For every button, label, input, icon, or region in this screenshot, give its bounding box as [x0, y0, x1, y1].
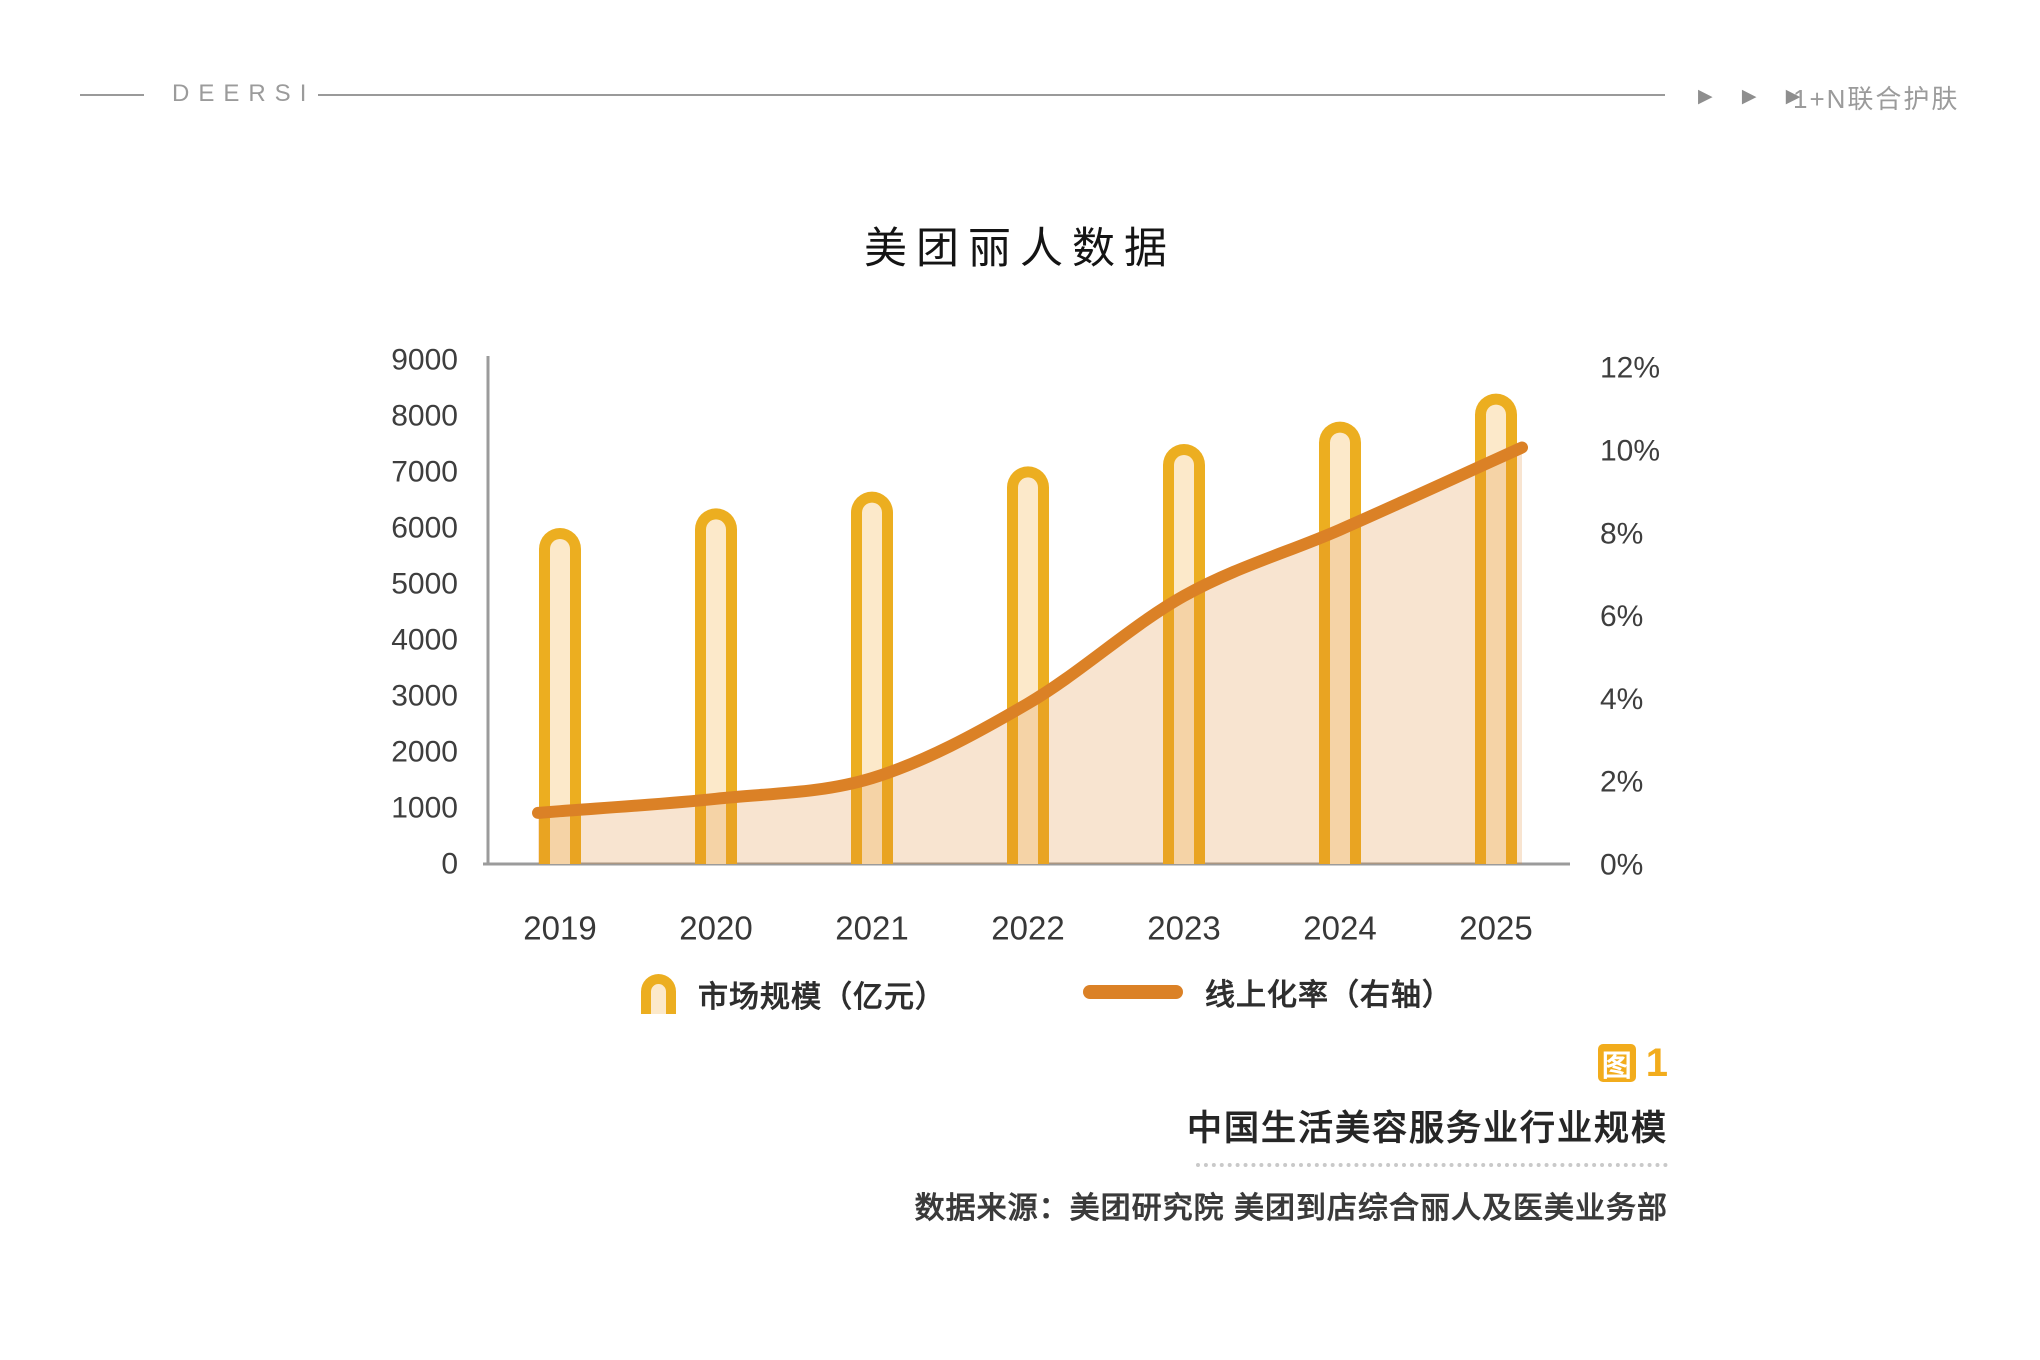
header-rule-left	[80, 94, 144, 96]
bar-inner-2022	[1018, 477, 1038, 864]
caption-block: 图 1 中国生活美容服务业行业规模 数据来源：美团研究院 美团到店综合丽人及医美…	[768, 1040, 1668, 1227]
trend-area	[538, 447, 1522, 864]
right-tick-4%: 4%	[1600, 683, 1643, 716]
right-tick-2%: 2%	[1600, 766, 1643, 799]
brand-logo: DEERSI	[172, 80, 316, 107]
caption-source: 数据来源：美团研究院 美团到店综合丽人及医美业务部	[914, 1192, 1668, 1225]
figure-tag-row: 图 1	[768, 1040, 1668, 1085]
left-tick-2000: 2000	[391, 736, 458, 769]
left-tick-1000: 1000	[391, 792, 458, 825]
right-tick-6%: 6%	[1600, 600, 1643, 633]
x-label-2025: 2025	[1459, 910, 1532, 947]
trend-line	[532, 441, 1528, 819]
left-tick-9000: 9000	[391, 344, 458, 377]
left-tick-5000: 5000	[391, 568, 458, 601]
header-rule-long	[318, 94, 1665, 96]
left-tick-6000: 6000	[391, 512, 458, 545]
bar-inner-2023	[1174, 455, 1194, 864]
right-tick-12%: 12%	[1600, 352, 1660, 385]
left-tick-3000: 3000	[391, 680, 458, 713]
line-swatch-icon	[1083, 985, 1183, 999]
left-tick-8000: 8000	[391, 400, 458, 433]
caption-divider	[1196, 1163, 1668, 1167]
left-tick-7000: 7000	[391, 456, 458, 489]
bar-inner-2024	[1330, 432, 1350, 864]
x-label-2024: 2024	[1303, 910, 1376, 947]
bar-inner-2019	[550, 539, 570, 864]
x-label-2022: 2022	[991, 910, 1064, 947]
triple-arrow-icon: ▶ ▶ ▶	[1698, 86, 1813, 107]
bar-inner-2020	[706, 519, 726, 864]
bar-inner-2025	[1486, 404, 1506, 864]
x-label-2021: 2021	[835, 910, 908, 947]
bar-swatch-icon	[641, 974, 676, 1014]
chart-title: 美团丽人数据	[864, 225, 1176, 273]
right-tick-0%: 0%	[1600, 849, 1643, 882]
x-label-2023: 2023	[1147, 910, 1220, 947]
x-label-2019: 2019	[523, 910, 596, 947]
left-tick-4000: 4000	[391, 624, 458, 657]
legend-label-market-size: 市场规模（亿元）	[698, 981, 946, 1014]
header-section-label: 1+N联合护肤	[1793, 84, 1960, 114]
left-tick-0: 0	[441, 848, 458, 881]
caption-title: 中国生活美容服务业行业规模	[1186, 1109, 1668, 1148]
figure-number: 1	[1645, 1040, 1668, 1085]
x-label-2020: 2020	[679, 910, 752, 947]
legend-label-online-rate: 线上化率（右轴）	[1205, 979, 1453, 1012]
legend-item-online-rate: 线上化率（右轴）	[1083, 972, 1453, 1012]
right-tick-10%: 10%	[1600, 435, 1660, 468]
figure-tag-badge: 图	[1597, 1044, 1636, 1083]
right-tick-8%: 8%	[1600, 517, 1643, 550]
legend-item-market-size: 市场规模（亿元）	[641, 972, 946, 1016]
